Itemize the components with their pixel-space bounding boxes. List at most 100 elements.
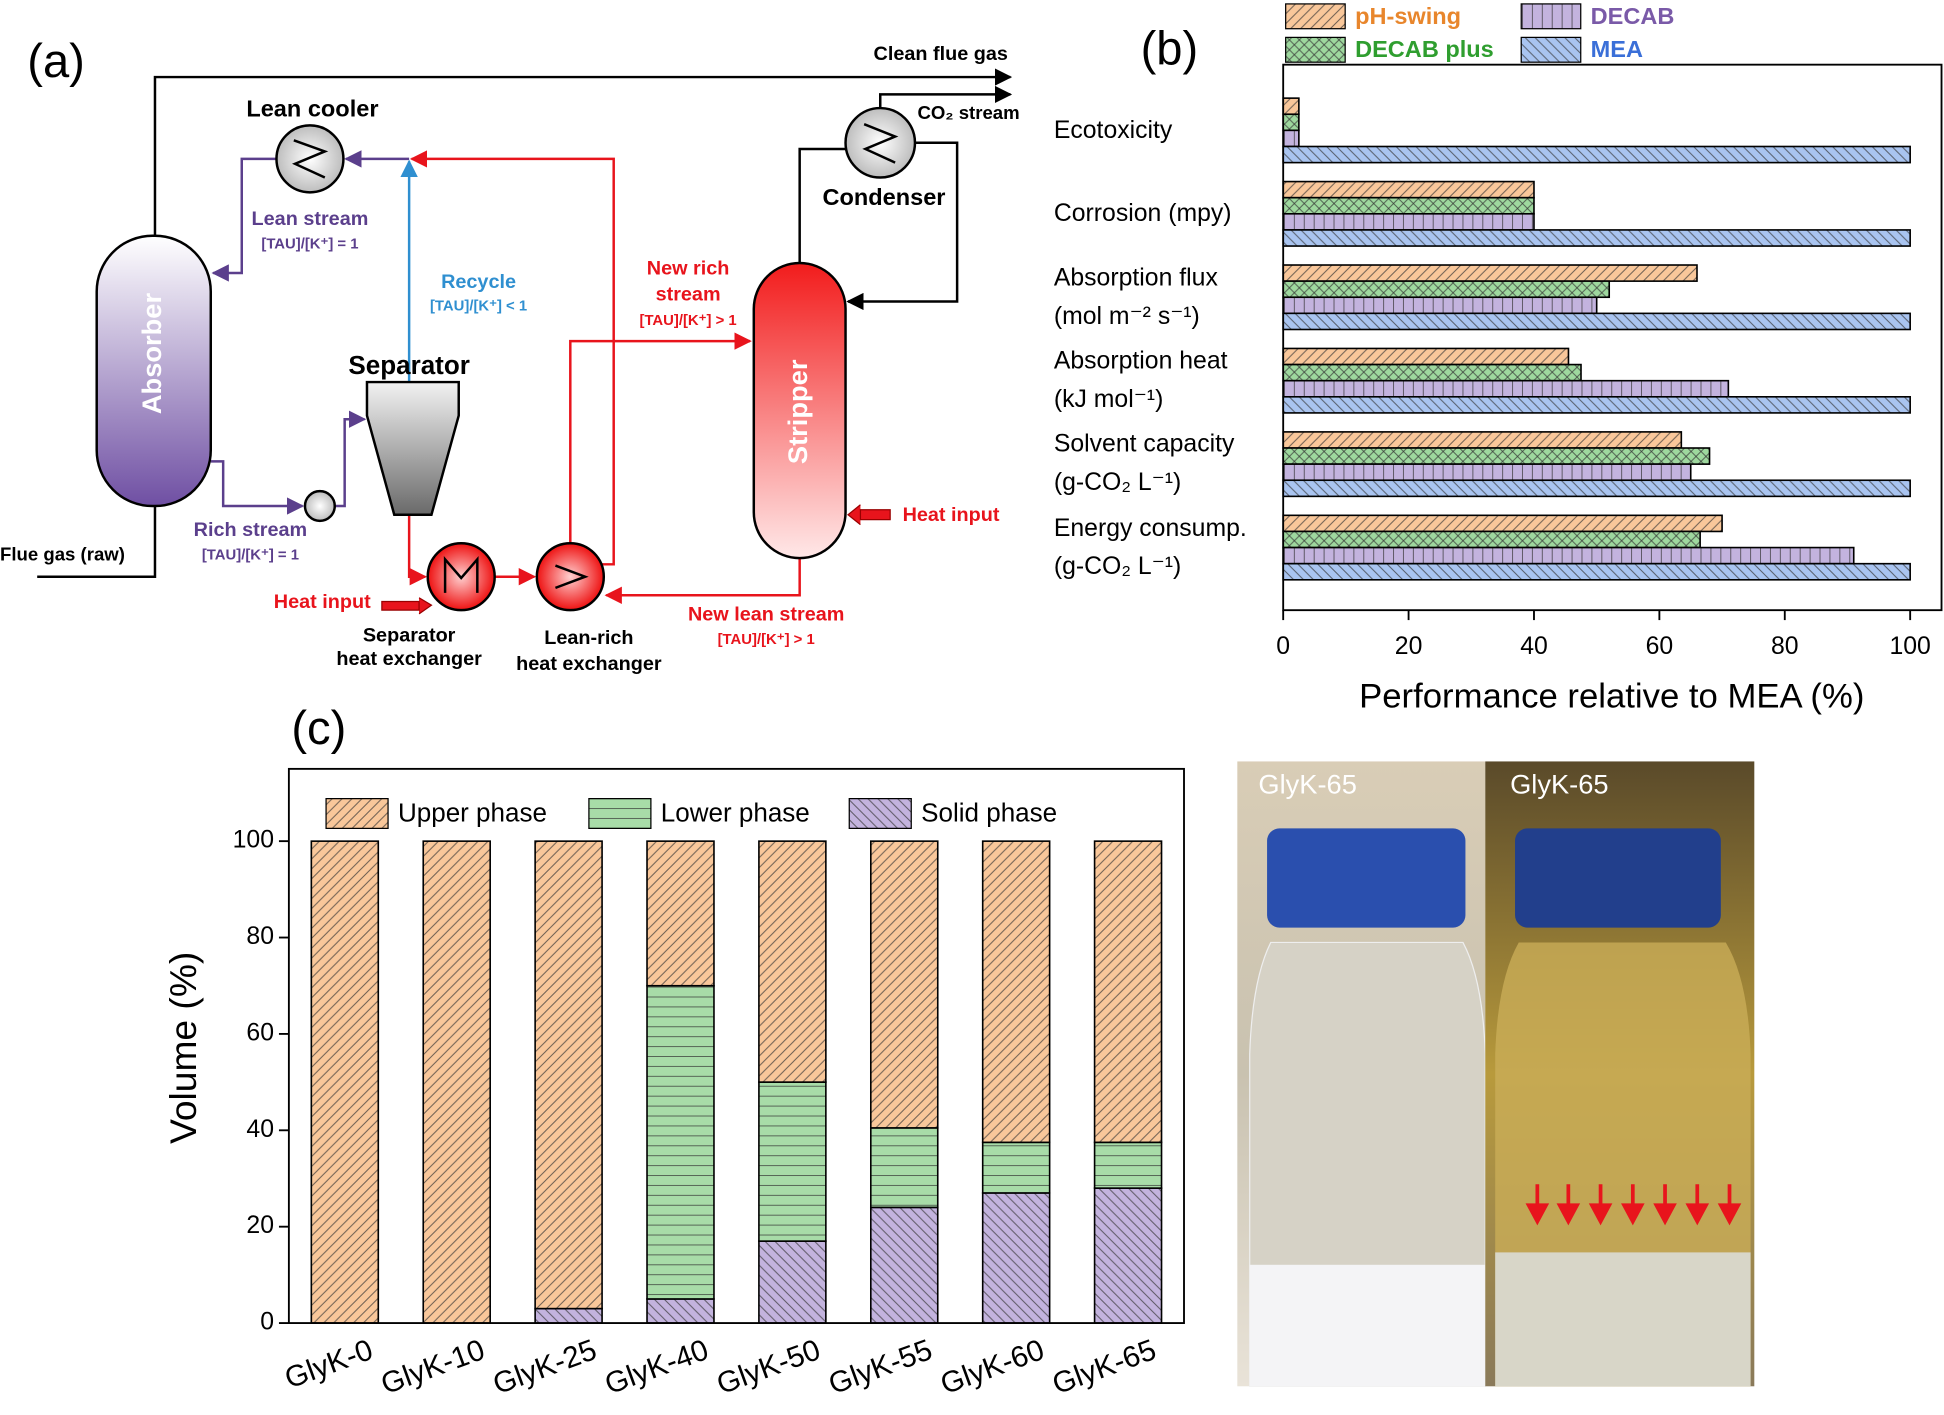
icon: [443, 556, 479, 593]
unit-label: Condenser: [822, 184, 945, 210]
heat-arrow: [847, 504, 891, 526]
bar-segment: [1093, 840, 1163, 1144]
reflux-line: [846, 141, 959, 311]
panel-label: (a): [27, 34, 85, 87]
rich-line: [210, 460, 305, 515]
arrows: [1525, 1184, 1742, 1226]
stream-label: Clean flue gas: [874, 43, 1008, 65]
legend-label: DECAB plus: [1355, 36, 1494, 62]
x-tick-label: 0: [1276, 633, 1290, 660]
x-tick-label: 40: [1520, 633, 1548, 660]
bar-segment: [758, 840, 827, 1083]
heat-arrow: [381, 597, 433, 615]
bar-segment: [869, 1127, 939, 1209]
icon: [291, 139, 329, 179]
legend-swatch: [1285, 36, 1346, 63]
x-tick-label: GlyK-50: [712, 1333, 824, 1401]
x-tick-label: GlyK-25: [489, 1333, 601, 1401]
bar: [1282, 280, 1611, 299]
legend-label: Lower phase: [661, 798, 810, 828]
bar-segment: [869, 840, 939, 1129]
vapor-line: [798, 147, 846, 264]
icon: [862, 123, 899, 164]
y-tick-label: Corrosion (mpy): [1053, 199, 1232, 227]
category-label-box: Absorption heat (kJ mol⁻¹): [1053, 347, 1228, 413]
bar: [1282, 447, 1711, 465]
y-tick-label: Absorption heat (kJ mol⁻¹): [1053, 347, 1228, 413]
bar: [1282, 363, 1582, 382]
y-tick-label: 20: [246, 1212, 274, 1239]
bar-segment: [981, 1141, 1051, 1194]
x-tick-label: 100: [1889, 633, 1930, 660]
bar: [1282, 296, 1598, 315]
pump: [303, 489, 336, 523]
stream-label: stream: [656, 284, 721, 306]
y-tick-label: Solvent capacity (g-CO₂ L⁻¹): [1053, 430, 1235, 497]
bar-segment: [1093, 1141, 1163, 1189]
unit-label: heat exchanger: [516, 653, 662, 675]
bar: [1282, 347, 1570, 366]
category-label-box: Corrosion (mpy): [1053, 199, 1232, 227]
unit-label: heat exchanger: [336, 648, 482, 670]
co2-line: [879, 85, 1013, 109]
bar: [1282, 180, 1535, 199]
x-tick-label: 80: [1771, 633, 1799, 660]
stream-label: [TAU]/[K⁺] = 1: [261, 236, 358, 252]
x-tick-label: 20: [1395, 633, 1423, 660]
x-axis-label: Performance relative to MEA (%): [1359, 677, 1864, 715]
stream-label: CO₂ stream: [917, 102, 1019, 123]
stream-label: Heat input: [274, 591, 371, 613]
legend-label: pH-swing: [1355, 3, 1461, 29]
legend-swatch: [1520, 36, 1582, 63]
category-label-box: Ecotoxicity: [1053, 116, 1173, 144]
category-label-box: Solvent capacity (g-CO₂ L⁻¹): [1053, 430, 1235, 497]
rich-line: [407, 514, 427, 586]
x-tick-label: GlyK-55: [824, 1333, 936, 1401]
x-tick-label: GlyK-65: [1048, 1333, 1160, 1401]
stream-label: [TAU]/[K⁺] < 1: [430, 298, 527, 314]
bar-segment: [1093, 1187, 1163, 1324]
y-tick-label: Ecotoxicity: [1053, 116, 1173, 144]
bottle-cap: [1267, 828, 1466, 928]
unit-label: Separator: [348, 350, 469, 380]
bar: [1282, 463, 1692, 482]
lean-return-line: [409, 150, 615, 566]
stripper: [752, 261, 847, 560]
process-diagram: [37, 68, 1013, 615]
bar-segment: [646, 1298, 715, 1324]
icon: [554, 564, 589, 590]
bar-segment: [646, 840, 715, 987]
unit-label: Absorber: [136, 293, 167, 415]
separator: [365, 380, 460, 516]
rich-line: [334, 410, 367, 508]
stream-label: [TAU]/[K⁺] > 1: [640, 313, 737, 329]
bottle-cap: [1515, 828, 1721, 928]
unit-label: Lean-rich: [544, 627, 633, 649]
sediment: [1249, 1264, 1486, 1387]
bar: [1282, 312, 1911, 331]
bar-segment: [534, 1307, 603, 1324]
panel-label: (c): [291, 701, 346, 754]
bar: [1282, 431, 1683, 449]
bar: [1282, 479, 1911, 498]
y-tick-label: 0: [260, 1309, 274, 1336]
stream-label: Lean stream: [252, 208, 369, 230]
new-rich-line: [569, 332, 752, 544]
stream-label: [TAU]/[K⁺] > 1: [718, 632, 815, 648]
legend-label: Solid phase: [921, 798, 1057, 828]
stream-label: Recycle: [441, 271, 516, 293]
category-label-box: Absorption flux (mol m⁻² s⁻¹): [1054, 264, 1218, 330]
unit-label: Lean cooler: [246, 96, 378, 122]
bar-segment: [758, 1081, 827, 1242]
stream-label: Flue gas (raw): [0, 544, 125, 565]
y-tick-label: 100: [233, 827, 274, 854]
stream-label: Heat input: [903, 504, 1000, 526]
x-tick-label: GlyK-40: [601, 1333, 713, 1401]
legend-swatch: [1285, 3, 1346, 30]
photos: GlyK-65 GlyK-65: [1237, 761, 1755, 1387]
stream-label: [TAU]/[K⁺] = 1: [202, 548, 299, 564]
legend-label: Upper phase: [398, 798, 547, 828]
bar: [1282, 213, 1535, 231]
plot-frame: [1282, 63, 1943, 612]
